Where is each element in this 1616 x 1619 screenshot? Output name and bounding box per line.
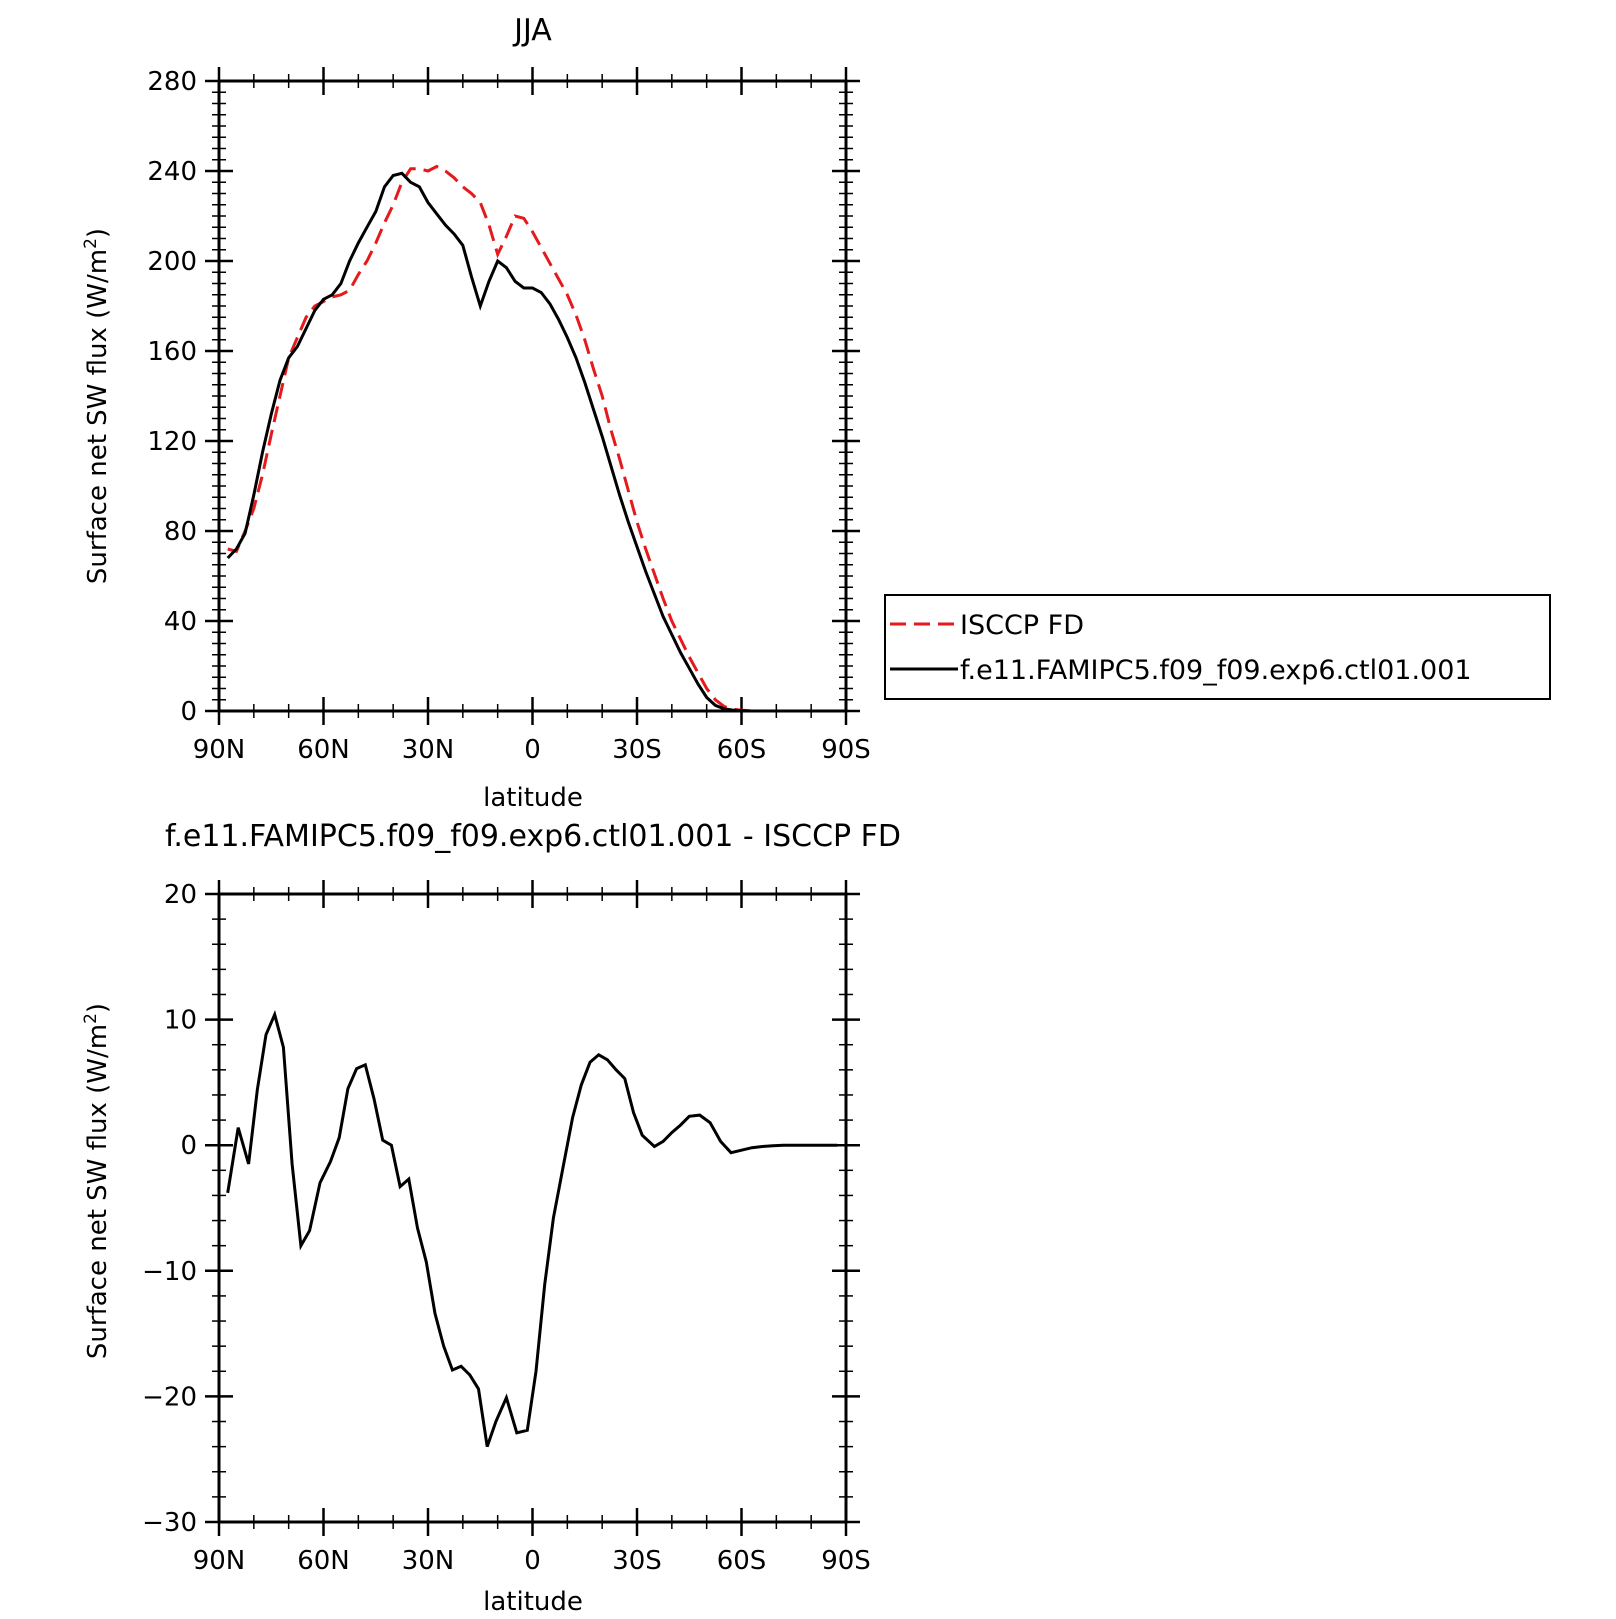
top-ytick-label: 120 [147, 427, 197, 457]
top-xtick-label: 90S [821, 735, 871, 765]
bottom-panel: f.e11.FAMIPC5.f09_f09.exp6.ctl01.001 - I… [81, 819, 901, 1617]
top-x-axis-label: latitude [483, 783, 583, 813]
bottom-xtick-label: 30S [612, 1546, 662, 1576]
series-line-difference [226, 1010, 838, 1448]
top-y-axis-label: Surface net SW flux (W/m2) [81, 228, 113, 584]
bottom-ytick-label: 20 [164, 880, 197, 910]
top-xtick-label: 90N [193, 735, 246, 765]
bottom-xtick-label: 60S [717, 1546, 767, 1576]
bottom-ytick-labels: −30 −20 −10 0 10 20 [142, 880, 197, 1538]
top-ytick-label: 0 [180, 697, 197, 727]
legend-box [884, 594, 1551, 700]
bottom-ytick-label: 10 [164, 1006, 197, 1036]
bottom-ticks [205, 880, 860, 1536]
legend-label-isccp-fd: ISCCP FD [960, 610, 1084, 641]
top-panel: JJA Surface net SW flux (W/m2) 0 40 80 120 1… [81, 13, 1551, 813]
bottom-ytick-label: 0 [180, 1131, 197, 1161]
bottom-ytick-label: −30 [142, 1508, 197, 1538]
bottom-xtick-label: 90N [193, 1546, 246, 1576]
top-ytick-label: 240 [147, 157, 197, 187]
top-ticks [205, 67, 860, 725]
top-xtick-label: 60S [717, 735, 767, 765]
series-line-model [226, 171, 838, 713]
top-xtick-label: 30N [402, 735, 455, 765]
bottom-ytick-label: −10 [142, 1257, 197, 1287]
top-xtick-label: 60N [297, 735, 350, 765]
bottom-xtick-label: 0 [524, 1546, 541, 1576]
bottom-ytick-label: −20 [142, 1382, 197, 1412]
top-ytick-label: 280 [147, 67, 197, 97]
top-chart-title: JJA [512, 13, 552, 48]
top-ytick-label: 200 [147, 247, 197, 277]
top-ytick-label: 80 [164, 517, 197, 547]
top-ytick-label: 40 [164, 607, 197, 637]
legend: ISCCP FD f.e11.FAMIPC5.f09_f09.exp6.ctl0… [884, 594, 1551, 700]
bottom-x-axis-label: latitude [483, 1587, 583, 1617]
bottom-xtick-labels: 90N 60N 30N 0 30S 60S 90S [193, 1546, 871, 1576]
bottom-y-axis-label: Surface net SW flux (W/m2) [81, 1003, 113, 1359]
bottom-xtick-label: 60N [297, 1546, 350, 1576]
bottom-plot-frame [217, 892, 848, 1524]
bottom-xtick-label: 90S [821, 1546, 871, 1576]
series-line-isccp-fd [227, 164, 838, 713]
top-xtick-label: 30S [612, 735, 662, 765]
top-xtick-labels: 90N 60N 30N 0 30S 60S 90S [193, 735, 871, 765]
legend-label-model: f.e11.FAMIPC5.f09_f09.exp6.ctl01.001 [960, 655, 1472, 686]
top-ytick-label: 160 [147, 337, 197, 367]
bottom-xtick-label: 30N [402, 1546, 455, 1576]
bottom-chart-title: f.e11.FAMIPC5.f09_f09.exp6.ctl01.001 - I… [165, 819, 901, 854]
top-ytick-labels: 0 40 80 120 160 200 240 280 [147, 67, 197, 727]
top-xtick-label: 0 [524, 735, 541, 765]
top-plot-frame [217, 79, 848, 713]
